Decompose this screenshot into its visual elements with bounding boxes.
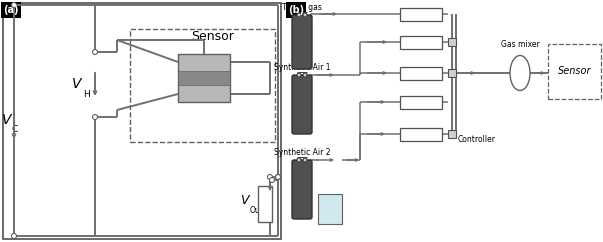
Bar (400, 36, 442, 48)
Bar (448, 130, 456, 138)
Bar (3, 3, 281, 239)
Bar (1, 2, 21, 18)
Bar (400, 128, 442, 141)
Circle shape (303, 73, 307, 77)
Circle shape (270, 177, 274, 182)
Text: (a): (a) (3, 5, 19, 15)
Text: Target gas: Target gas (282, 3, 322, 12)
Text: Synthetic Air 2: Synthetic Air 2 (274, 148, 330, 157)
Circle shape (303, 13, 307, 17)
Circle shape (11, 234, 16, 239)
Bar (448, 38, 456, 46)
Bar (548, 44, 601, 99)
Text: V: V (72, 77, 82, 91)
Text: Out: Out (250, 206, 264, 215)
Circle shape (92, 114, 98, 120)
Circle shape (276, 174, 280, 180)
Bar (258, 186, 272, 222)
Text: Sensor: Sensor (558, 67, 592, 76)
Text: MFC 4: MFC 4 (409, 98, 433, 106)
Text: MFC 1: MFC 1 (409, 9, 433, 18)
Bar (318, 194, 342, 224)
Circle shape (303, 158, 307, 162)
Text: Synthetic Air 1: Synthetic Air 1 (274, 63, 330, 72)
Text: H₂O: H₂O (323, 212, 337, 220)
Text: C: C (11, 125, 17, 134)
Circle shape (297, 13, 301, 17)
Bar (178, 54, 230, 102)
Text: V: V (240, 194, 248, 206)
Circle shape (297, 158, 301, 162)
Circle shape (268, 174, 273, 180)
Bar (178, 71, 230, 85)
Text: Sensor: Sensor (191, 30, 234, 43)
Text: (b): (b) (288, 5, 304, 15)
Text: Controller: Controller (458, 136, 496, 144)
Circle shape (276, 174, 280, 180)
Bar (286, 2, 306, 18)
Ellipse shape (510, 55, 530, 91)
Text: MFC 2: MFC 2 (409, 38, 433, 46)
FancyBboxPatch shape (292, 160, 312, 219)
Circle shape (92, 50, 98, 54)
Text: MFC 3: MFC 3 (409, 68, 433, 77)
Text: MFC 5: MFC 5 (409, 129, 433, 138)
Circle shape (297, 73, 301, 77)
Bar (400, 8, 442, 21)
Text: Gas mixer: Gas mixer (500, 40, 539, 49)
FancyBboxPatch shape (292, 75, 312, 134)
Text: H: H (83, 90, 90, 99)
Bar (448, 69, 456, 77)
Bar (130, 29, 275, 142)
Bar (400, 96, 442, 108)
FancyBboxPatch shape (292, 15, 312, 69)
Circle shape (11, 2, 16, 8)
Text: V: V (2, 113, 11, 127)
Bar (400, 67, 442, 80)
